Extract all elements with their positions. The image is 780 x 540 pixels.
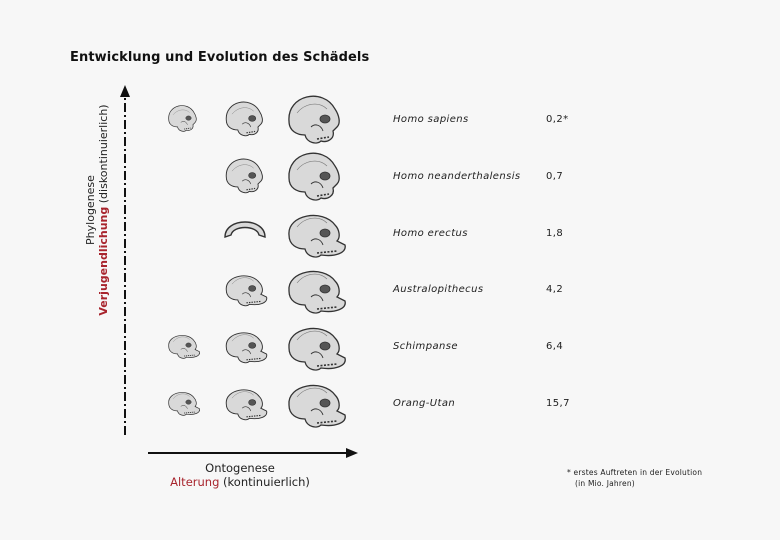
species-age: 0,7 [546,171,564,182]
species-name: Australopithecus [393,284,484,295]
footnote-line1: * erstes Auftreten in der Evolution [567,468,703,477]
skull-grid [168,95,346,428]
skull-icon [168,392,200,416]
page-title: Entwicklung und Evolution des Schädels [70,50,370,65]
skull-icon [288,384,346,428]
x-axis-label-line2: Alterung (kontinuierlich) [150,475,330,489]
skull-icon [168,105,197,132]
species-name: Homo erectus [393,228,468,239]
species-age: 15,7 [546,398,570,409]
skull-icon [225,332,268,364]
skull-icon [288,95,340,144]
x-axis-rest: (kontinuierlich) [219,475,310,489]
footnote: * erstes Auftreten in der Evolution (in … [567,467,702,489]
species-age: 0,2* [546,114,569,125]
skull-icon [288,152,340,201]
skull-icon [225,275,268,307]
y-axis-arrow-icon [120,85,130,97]
species-name: Homo neanderthalensis [393,171,521,182]
species-name: Homo sapiens [393,114,469,125]
skull-icon [225,389,268,421]
skull-icon [224,221,266,238]
species-name: Orang-Utan [393,398,456,409]
x-axis-label: Ontogenese Alterung (kontinuierlich) [150,461,330,489]
x-axis-accent-term: Alterung [170,475,220,489]
skull-icon [225,101,263,137]
skull-icon [288,327,346,371]
skull-icon [168,335,200,359]
species-age: 1,8 [546,228,564,239]
species-age: 6,4 [546,341,564,352]
skull-icon [288,270,346,314]
x-axis-arrow-icon [346,448,358,458]
skull-icon [288,214,346,258]
species-age: 4,2 [546,284,564,295]
footnote-line2: (in Mio. Jahren) [575,479,635,488]
skull-icon [225,158,263,194]
species-name: Schimpanse [393,341,458,352]
x-axis-label-line1: Ontogenese [205,461,275,475]
